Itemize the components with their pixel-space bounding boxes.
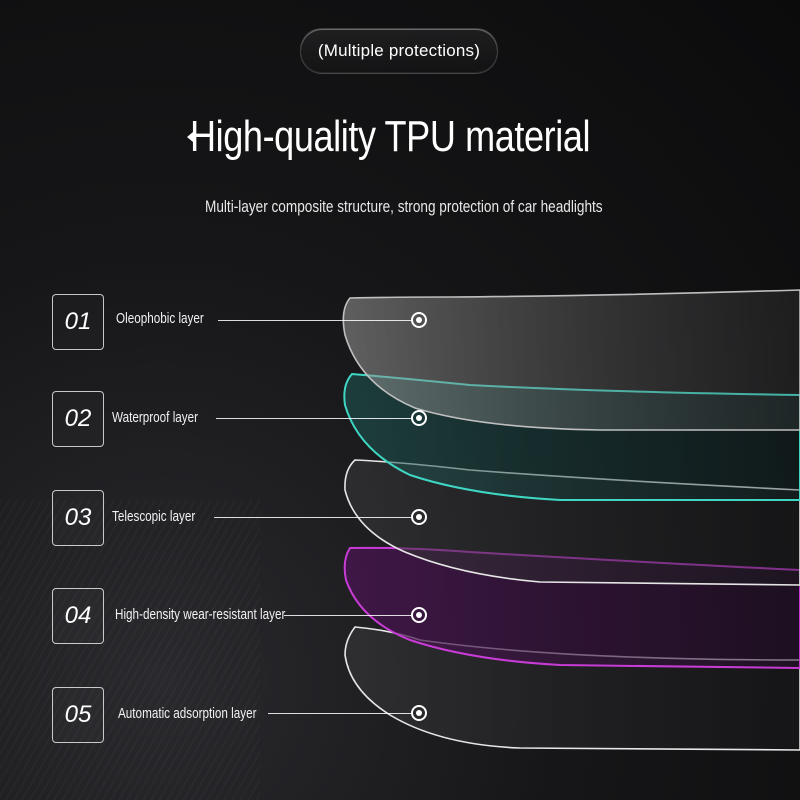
leader-line-02 [216, 418, 412, 419]
title-bullet-icon [187, 132, 193, 142]
layer-number-box-03: 03 [52, 490, 104, 546]
layer-label-waterproof: Waterproof layer [112, 409, 199, 426]
leader-line-03 [214, 517, 412, 518]
target-dot-icon [411, 705, 427, 721]
layer-number-05: 05 [64, 701, 92, 728]
layer-number-02: 02 [64, 405, 92, 432]
target-dot-icon [411, 607, 427, 623]
page-title: High-quality TPU material [190, 112, 591, 161]
layer-number-01: 01 [64, 308, 92, 335]
leader-line-05 [268, 713, 412, 714]
target-dot-icon [411, 312, 427, 328]
header-badge-text: (Multiple protections) [317, 41, 481, 60]
layer-1-film [342, 289, 800, 431]
layer-label-adsorption: Automatic adsorption layer [118, 705, 257, 722]
layer-number-box-01: 01 [52, 294, 104, 350]
layer-label-wear-resistant: High-density wear-resistant layer [115, 606, 286, 623]
layer-number-03: 03 [64, 504, 92, 531]
target-dot-icon [411, 410, 427, 426]
page-subtitle: Multi-layer composite structure, strong … [205, 197, 603, 216]
header-badge: (Multiple protections) [300, 28, 498, 74]
layer-label-telescopic: Telescopic layer [112, 508, 196, 525]
target-dot-icon [411, 509, 427, 525]
layer-label-oleophobic: Oleophobic layer [116, 310, 204, 327]
layer-number-box-05: 05 [52, 687, 104, 743]
layer-number-box-04: 04 [52, 588, 104, 644]
leader-line-04 [284, 615, 412, 616]
layer-number-04: 04 [64, 602, 92, 629]
leader-line-01 [218, 320, 412, 321]
layer-number-box-02: 02 [52, 391, 104, 447]
